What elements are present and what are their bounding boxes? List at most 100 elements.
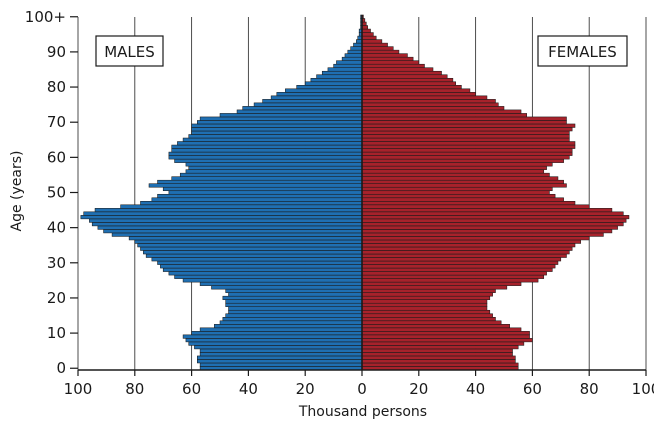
male-bar-age-56 <box>185 169 363 174</box>
male-bar-age-81 <box>304 81 363 86</box>
male-bar-age-2 <box>197 359 363 364</box>
female-bar-age-62 <box>361 148 573 153</box>
female-bar-age-43 <box>361 215 630 220</box>
x-tick-label: 40 <box>239 380 258 398</box>
male-bar-age-58 <box>185 162 363 167</box>
male-bar-age-16 <box>228 309 363 315</box>
x-tick-label: 20 <box>409 380 428 398</box>
y-tick-label: 90 <box>47 43 66 61</box>
male-bar-age-93 <box>356 39 363 44</box>
male-bar-age-4 <box>199 352 363 357</box>
female-bar-age-14 <box>361 317 496 322</box>
female-bar-age-91 <box>361 46 394 51</box>
female-bar-age-96 <box>361 28 371 33</box>
male-bar-age-80 <box>296 85 363 90</box>
legend-females: FEMALES <box>537 35 628 67</box>
male-bar-age-91 <box>350 46 363 51</box>
female-bar-age-69 <box>361 123 576 128</box>
male-bar-age-21 <box>228 292 363 297</box>
male-bar-age-64 <box>177 141 363 146</box>
male-bar-age-14 <box>222 317 363 322</box>
male-bar-age-63 <box>171 144 363 149</box>
female-bar-age-48 <box>361 197 564 202</box>
x-tick-label: 0 <box>357 380 367 398</box>
male-bar-age-78 <box>276 92 363 97</box>
male-bar-age-48 <box>151 197 363 202</box>
y-tick-label: 50 <box>47 184 66 202</box>
female-bar-age-47 <box>361 201 576 206</box>
male-bar-age-77 <box>270 95 363 100</box>
female-bar-age-5 <box>361 348 513 353</box>
female-bar-age-54 <box>361 176 559 181</box>
male-bar-age-8 <box>185 338 363 343</box>
y-tick-label: 10 <box>47 324 66 342</box>
legend-females-label: FEMALES <box>548 43 617 61</box>
female-bar-age-53 <box>361 179 564 184</box>
female-bar-age-22 <box>361 288 496 293</box>
male-bar-age-53 <box>157 179 363 184</box>
female-bar-age-15 <box>361 313 493 318</box>
female-bar-age-20 <box>361 295 491 300</box>
female-bar-age-36 <box>361 239 581 244</box>
female-bar-age-81 <box>361 81 456 86</box>
female-bar-age-88 <box>361 56 414 61</box>
male-bar-age-3 <box>197 355 363 360</box>
female-bar-age-84 <box>361 70 442 76</box>
y-tick-label: 60 <box>47 148 66 166</box>
male-bar-age-18 <box>225 302 363 308</box>
female-bar-age-64 <box>361 141 576 146</box>
male-bar-age-7 <box>188 341 363 346</box>
female-bar-age-18 <box>361 302 488 308</box>
female-bar-age-52 <box>361 183 567 188</box>
female-bar-age-72 <box>361 113 527 118</box>
male-bar-age-1 <box>199 362 363 367</box>
male-bar-age-47 <box>140 201 363 206</box>
female-bar-age-40 <box>361 225 618 230</box>
female-bar-age-21 <box>361 292 493 297</box>
female-bar-age-8 <box>361 338 533 343</box>
male-bar-age-70 <box>197 120 363 125</box>
male-bar-age-66 <box>188 134 363 139</box>
female-bar-age-95 <box>361 32 374 37</box>
male-bar-age-73 <box>236 109 363 114</box>
female-bar-age-46 <box>361 204 590 209</box>
legend-males-box <box>95 35 164 67</box>
female-bar-age-80 <box>361 85 462 90</box>
legend-males-label: MALES <box>104 43 155 61</box>
male-bar-age-41 <box>91 222 363 227</box>
y-tick-label: 100+ <box>25 8 66 26</box>
female-bar-age-70 <box>361 120 567 125</box>
male-bar-age-72 <box>219 113 363 118</box>
female-bar-age-68 <box>361 127 573 132</box>
female-bar-age-26 <box>361 274 545 279</box>
x-tick-label: 80 <box>125 380 144 398</box>
female-bar-age-9 <box>361 334 530 339</box>
male-bar-age-5 <box>199 348 363 353</box>
male-bar-age-60 <box>168 155 363 160</box>
male-bar-age-68 <box>191 127 363 132</box>
y-tick-label: 70 <box>47 113 66 131</box>
male-bar-age-57 <box>188 165 363 170</box>
female-bar-age-10 <box>361 331 530 336</box>
male-bar-age-28 <box>162 267 363 272</box>
male-bar-age-31 <box>151 257 363 262</box>
male-bar-age-46 <box>120 204 363 209</box>
female-bar-age-73 <box>361 109 522 114</box>
male-bar-age-24 <box>199 281 363 286</box>
male-bar-age-40 <box>97 225 363 230</box>
male-bar-age-59 <box>174 158 363 163</box>
male-bar-age-35 <box>137 243 363 248</box>
female-bar-age-93 <box>361 39 383 44</box>
male-bar-age-74 <box>242 106 363 111</box>
female-bar-age-77 <box>361 95 488 100</box>
male-bar-age-17 <box>228 306 363 311</box>
female-bar-age-33 <box>361 250 570 255</box>
male-bar-age-62 <box>171 148 363 153</box>
male-bar-age-87 <box>336 60 363 65</box>
male-bar-age-83 <box>316 74 363 79</box>
female-bar-age-19 <box>361 299 488 304</box>
male-bar-age-50 <box>168 190 363 195</box>
female-bar-age-65 <box>361 137 570 142</box>
female-bar-age-28 <box>361 267 553 272</box>
y-tick-label: 0 <box>56 359 66 377</box>
